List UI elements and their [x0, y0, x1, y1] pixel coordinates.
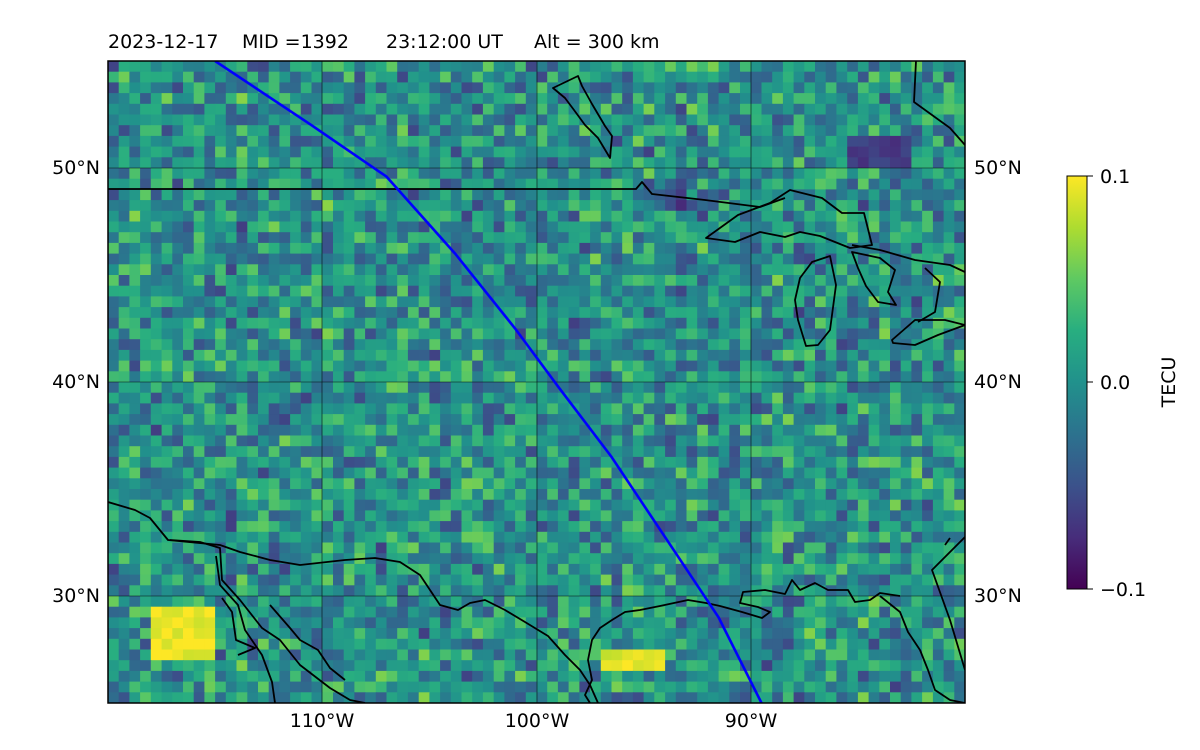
florida-coast [879, 595, 965, 703]
lon-tick-90w: 90°W [725, 710, 778, 732]
title-time: 23:12:00 UT [386, 31, 503, 53]
lat-tick-30-left: 30°N [52, 585, 100, 607]
lat-tick-30-right: 30°N [974, 585, 1022, 607]
colorbar-tick-label-min: −0.1 [1100, 579, 1146, 601]
colorbar-gradient [1066, 175, 1088, 590]
lon-tick-100w: 100°W [505, 710, 570, 732]
hudson-bay-coast [552, 75, 613, 159]
lake-huron [851, 251, 897, 306]
lake-michigan [794, 255, 837, 347]
lon-tick-110w: 110°W [290, 710, 355, 732]
map-area [108, 61, 965, 703]
baja-california [169, 539, 366, 703]
hudson-bay-east-coast [913, 61, 965, 146]
colorbar-label: TECU [1158, 357, 1180, 409]
colorbar-tick-label-zero: 0.0 [1100, 372, 1130, 394]
title-alt: Alt = 300 km [534, 31, 660, 53]
gulf-coast [584, 536, 965, 703]
lat-tick-50-right: 50°N [974, 157, 1022, 179]
lat-tick-40-right: 40°N [974, 371, 1022, 393]
coastlines [108, 61, 965, 703]
map-frame [107, 60, 966, 704]
lake-superior [705, 189, 873, 249]
gridlines [108, 61, 965, 703]
title-mid: MID =1392 [242, 31, 349, 53]
satellite-track-line [214, 61, 763, 703]
lat-tick-40-left: 40°N [52, 371, 100, 393]
title-date: 2023-12-17 [108, 31, 218, 53]
colorbar: 0.1 0.0 −0.1 TECU [1066, 166, 1180, 601]
mexico-west-coast [269, 604, 346, 681]
colorbar-tick-label-max: 0.1 [1100, 166, 1130, 188]
lat-tick-50-left: 50°N [52, 157, 100, 179]
great-lakes-shore [851, 244, 965, 323]
